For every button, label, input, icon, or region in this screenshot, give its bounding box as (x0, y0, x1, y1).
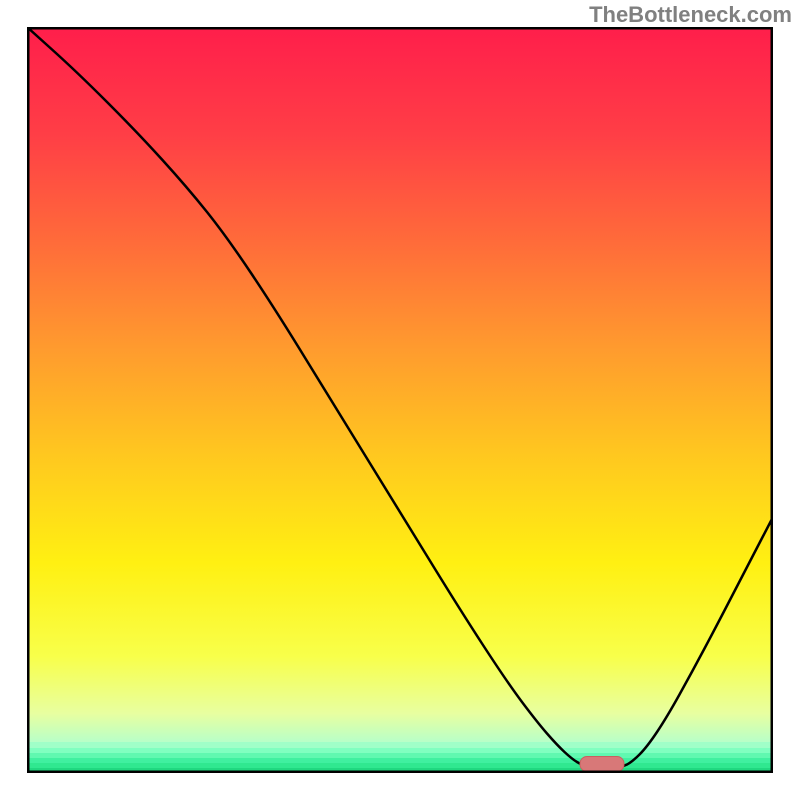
watermark-text: TheBottleneck.com (589, 2, 792, 28)
gradient-band (27, 748, 773, 753)
plot-area (27, 27, 773, 773)
gradient-band (27, 753, 773, 758)
chart-container: TheBottleneck.com (0, 0, 800, 800)
gradient-band (27, 758, 773, 763)
optimal-marker (580, 757, 624, 772)
gradient-band (27, 742, 773, 748)
gradient-band (27, 763, 773, 768)
chart-svg (27, 27, 773, 773)
